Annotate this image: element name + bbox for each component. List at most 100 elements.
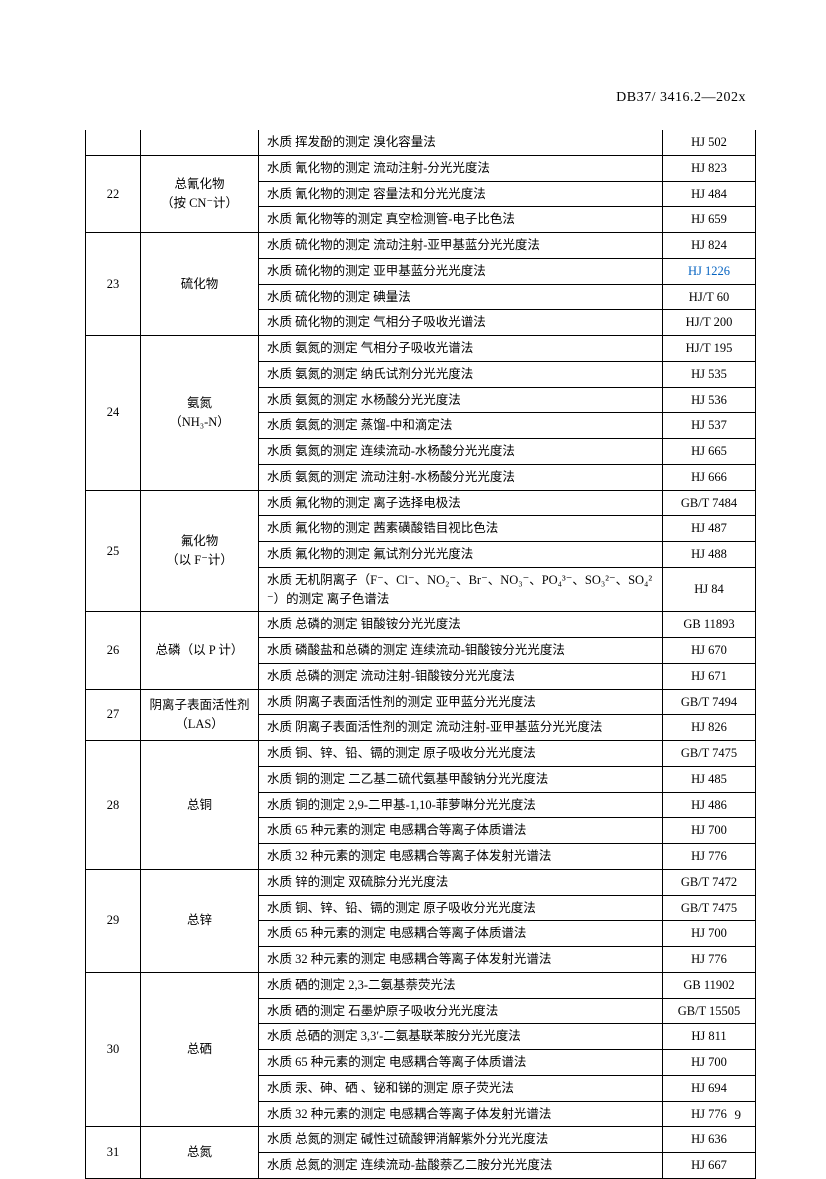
- standard-cell: GB/T 7472: [663, 869, 756, 895]
- method-cell: 水质 挥发酚的测定 溴化容量法: [259, 130, 663, 155]
- standard-cell: HJ 665: [663, 439, 756, 465]
- standard-cell: HJ 485: [663, 766, 756, 792]
- methods-table: 水质 挥发酚的测定 溴化容量法HJ 50222总氰化物（按 CN⁻计）水质 氰化…: [85, 130, 756, 1179]
- method-cell: 水质 氨氮的测定 水杨酸分光光度法: [259, 387, 663, 413]
- standard-cell: HJ 826: [663, 715, 756, 741]
- method-cell: 水质 硫化物的测定 亚甲基蓝分光光度法: [259, 258, 663, 284]
- standard-cell: HJ 488: [663, 542, 756, 568]
- table-row: 水质 挥发酚的测定 溴化容量法HJ 502: [86, 130, 756, 155]
- table-row: 28总铜水质 铜、锌、铅、镉的测定 原子吸收分光光度法GB/T 7475: [86, 741, 756, 767]
- method-cell: 水质 氨氮的测定 纳氏试剂分光光度法: [259, 361, 663, 387]
- serial-cell: [86, 130, 141, 155]
- method-cell: 水质 32 种元素的测定 电感耦合等离子体发射光谱法: [259, 844, 663, 870]
- method-cell: 水质 阴离子表面活性剂的测定 流动注射-亚甲基蓝分光光度法: [259, 715, 663, 741]
- method-cell: 水质 氨氮的测定 蒸馏-中和滴定法: [259, 413, 663, 439]
- method-cell: 水质 阴离子表面活性剂的测定 亚甲蓝分光光度法: [259, 689, 663, 715]
- method-cell: 水质 铜的测定 二乙基二硫代氨基甲酸钠分光光度法: [259, 766, 663, 792]
- standard-cell: HJ 823: [663, 155, 756, 181]
- method-cell: 水质 氰化物的测定 容量法和分光光度法: [259, 181, 663, 207]
- standard-cell: HJ 667: [663, 1153, 756, 1179]
- standard-cell: HJ 486: [663, 792, 756, 818]
- serial-cell: 24: [86, 336, 141, 491]
- doc-code: DB37/ 3416.2—202x: [616, 90, 746, 106]
- standard-cell: HJ 666: [663, 464, 756, 490]
- standard-cell: HJ 84: [663, 567, 756, 612]
- table-row: 30总硒水质 硒的测定 2,3-二氨基萘荧光法GB 11902: [86, 972, 756, 998]
- table-row: 24氨氮（NH₃-N）水质 氨氮的测定 气相分子吸收光谱法HJ/T 195: [86, 336, 756, 362]
- serial-cell: 26: [86, 612, 141, 689]
- method-cell: 水质 锌的测定 双硫腙分光光度法: [259, 869, 663, 895]
- standard-cell: HJ 776: [663, 947, 756, 973]
- pollutant-cell: 硫化物: [141, 233, 259, 336]
- method-cell: 水质 氰化物的测定 流动注射-分光光度法: [259, 155, 663, 181]
- standard-cell: HJ 700: [663, 1050, 756, 1076]
- table-row: 31总氮水质 总氮的测定 碱性过硫酸钾消解紫外分光光度法HJ 636: [86, 1127, 756, 1153]
- method-cell: 水质 氨氮的测定 连续流动-水杨酸分光光度法: [259, 439, 663, 465]
- table-row: 25氟化物（以 F⁻计）水质 氟化物的测定 离子选择电极法GB/T 7484: [86, 490, 756, 516]
- pollutant-cell: 氨氮（NH₃-N）: [141, 336, 259, 491]
- method-cell: 水质 氰化物等的测定 真空检测管-电子比色法: [259, 207, 663, 233]
- serial-cell: 29: [86, 869, 141, 972]
- standard-cell: HJ 700: [663, 818, 756, 844]
- table-row: 23硫化物水质 硫化物的测定 流动注射-亚甲基蓝分光光度法HJ 824: [86, 233, 756, 259]
- method-cell: 水质 32 种元素的测定 电感耦合等离子体发射光谱法: [259, 947, 663, 973]
- serial-cell: 30: [86, 972, 141, 1127]
- method-cell: 水质 铜、锌、铅、镉的测定 原子吸收分光光度法: [259, 895, 663, 921]
- method-cell: 水质 汞、砷、硒 、铋和锑的测定 原子荧光法: [259, 1075, 663, 1101]
- standard-cell: HJ 700: [663, 921, 756, 947]
- method-cell: 水质 65 种元素的测定 电感耦合等离子体质谱法: [259, 1050, 663, 1076]
- pollutant-cell: [141, 130, 259, 155]
- method-cell: 水质 无机阴离子（F⁻、Cl⁻、NO₂⁻、Br⁻、NO₃⁻、PO₄³⁻、SO₃²…: [259, 567, 663, 612]
- standard-cell: GB/T 7475: [663, 741, 756, 767]
- standard-cell: GB/T 7475: [663, 895, 756, 921]
- standard-cell: HJ 502: [663, 130, 756, 155]
- serial-cell: 25: [86, 490, 141, 612]
- method-cell: 水质 65 种元素的测定 电感耦合等离子体质谱法: [259, 818, 663, 844]
- standard-cell: HJ 776: [663, 1101, 756, 1127]
- standard-cell: HJ 484: [663, 181, 756, 207]
- method-cell: 水质 氟化物的测定 茜素磺酸锆目视比色法: [259, 516, 663, 542]
- method-cell: 水质 铜、锌、铅、镉的测定 原子吸收分光光度法: [259, 741, 663, 767]
- pollutant-cell: 总氮: [141, 1127, 259, 1179]
- standard-cell: GB/T 7484: [663, 490, 756, 516]
- pollutant-cell: 总氰化物（按 CN⁻计）: [141, 155, 259, 232]
- standard-cell: HJ 811: [663, 1024, 756, 1050]
- standard-cell: HJ 671: [663, 663, 756, 689]
- standard-cell: HJ 670: [663, 638, 756, 664]
- standard-cell: HJ 1226: [663, 258, 756, 284]
- method-cell: 水质 总氮的测定 连续流动-盐酸萘乙二胺分光光度法: [259, 1153, 663, 1179]
- method-cell: 水质 磷酸盐和总磷的测定 连续流动-钼酸铵分光光度法: [259, 638, 663, 664]
- serial-cell: 31: [86, 1127, 141, 1179]
- serial-cell: 22: [86, 155, 141, 232]
- method-cell: 水质 总硒的测定 3,3′-二氨基联苯胺分光光度法: [259, 1024, 663, 1050]
- pollutant-cell: 总硒: [141, 972, 259, 1127]
- page-number: 9: [735, 1107, 742, 1123]
- method-cell: 水质 氟化物的测定 氟试剂分光光度法: [259, 542, 663, 568]
- pollutant-cell: 总锌: [141, 869, 259, 972]
- standard-cell: HJ 636: [663, 1127, 756, 1153]
- serial-cell: 23: [86, 233, 141, 336]
- serial-cell: 27: [86, 689, 141, 741]
- method-cell: 水质 硫化物的测定 气相分子吸收光谱法: [259, 310, 663, 336]
- standard-cell: HJ 659: [663, 207, 756, 233]
- standard-cell: GB/T 7494: [663, 689, 756, 715]
- method-cell: 水质 总氮的测定 碱性过硫酸钾消解紫外分光光度法: [259, 1127, 663, 1153]
- method-cell: 水质 硫化物的测定 流动注射-亚甲基蓝分光光度法: [259, 233, 663, 259]
- method-cell: 水质 硒的测定 石墨炉原子吸收分光光度法: [259, 998, 663, 1024]
- standard-cell: GB/T 15505: [663, 998, 756, 1024]
- method-cell: 水质 总磷的测定 钼酸铵分光光度法: [259, 612, 663, 638]
- standard-cell: HJ 537: [663, 413, 756, 439]
- standard-cell: HJ/T 195: [663, 336, 756, 362]
- standard-cell: HJ/T 200: [663, 310, 756, 336]
- standard-cell: HJ 694: [663, 1075, 756, 1101]
- standard-cell: HJ/T 60: [663, 284, 756, 310]
- pollutant-cell: 阴离子表面活性剂（LAS）: [141, 689, 259, 741]
- method-cell: 水质 总磷的测定 流动注射-钼酸铵分光光度法: [259, 663, 663, 689]
- method-cell: 水质 铜的测定 2,9-二甲基-1,10-菲萝啉分光光度法: [259, 792, 663, 818]
- method-cell: 水质 65 种元素的测定 电感耦合等离子体质谱法: [259, 921, 663, 947]
- standard-cell: HJ 776: [663, 844, 756, 870]
- serial-cell: 28: [86, 741, 141, 870]
- method-cell: 水质 硒的测定 2,3-二氨基萘荧光法: [259, 972, 663, 998]
- method-cell: 水质 32 种元素的测定 电感耦合等离子体发射光谱法: [259, 1101, 663, 1127]
- table-row: 29总锌水质 锌的测定 双硫腙分光光度法GB/T 7472: [86, 869, 756, 895]
